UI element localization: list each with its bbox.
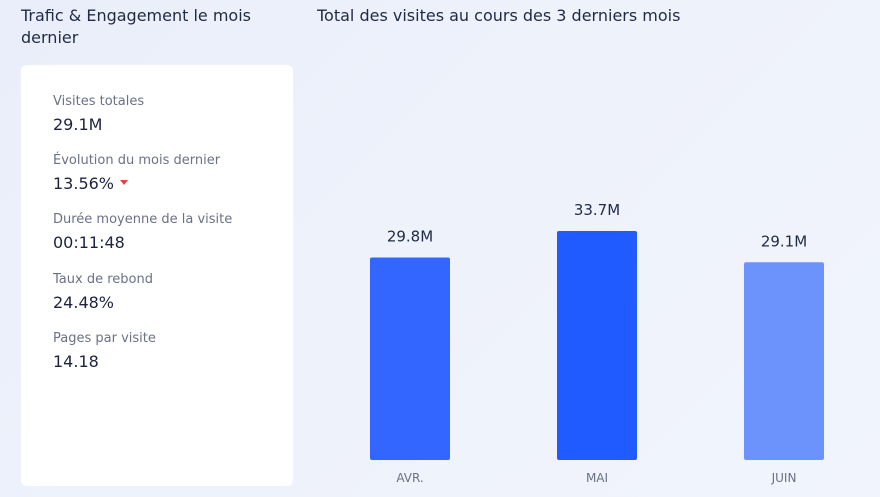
chart-title: Total des visites au cours des 3 dernier… <box>317 6 681 25</box>
metric-label: Taux de rebond <box>53 272 153 287</box>
metric-value: 24.48% <box>53 293 115 312</box>
metric-pages-per-visit: Pages par visite 14.18 <box>53 331 156 372</box>
metric-avg-duration: Durée moyenne de la visite 00:11:48 <box>53 212 232 253</box>
metric-label: Évolution du mois dernier <box>53 153 221 168</box>
metric-total-visits: Visites totales 29.1M <box>53 94 144 135</box>
metric-value: 13.56% <box>53 174 115 193</box>
metric-value: 29.1M <box>53 115 103 134</box>
metric-label: Pages par visite <box>53 331 156 346</box>
bar-value-label: 33.7M <box>574 201 620 219</box>
engagement-stats-card: Visites totales 29.1M Évolution du mois … <box>21 65 293 486</box>
bar-value-label: 29.8M <box>387 228 433 246</box>
metric-value-row: 13.56% <box>53 174 220 194</box>
bar-avr[interactable] <box>370 257 450 460</box>
metric-label: Visites totales <box>53 94 145 109</box>
x-tick-label: JUIN <box>771 471 797 485</box>
x-tick-label: MAI <box>586 471 608 485</box>
metric-bounce-rate: Taux de rebond 24.48% <box>53 272 153 313</box>
metric-monthly-change: Évolution du mois dernier 13.56% <box>53 153 220 194</box>
panel-title: Trafic & Engagement le mois dernier <box>21 6 251 47</box>
metric-value: 00:11:48 <box>53 233 125 252</box>
trend-down-icon <box>120 180 129 185</box>
bar-value-label: 29.1M <box>761 232 807 250</box>
bar-mai[interactable] <box>557 231 637 460</box>
bar-juin[interactable] <box>744 262 824 460</box>
x-tick-label: AVR. <box>396 471 423 485</box>
metric-label: Durée moyenne de la visite <box>53 212 233 227</box>
metric-value: 14.18 <box>53 352 99 371</box>
